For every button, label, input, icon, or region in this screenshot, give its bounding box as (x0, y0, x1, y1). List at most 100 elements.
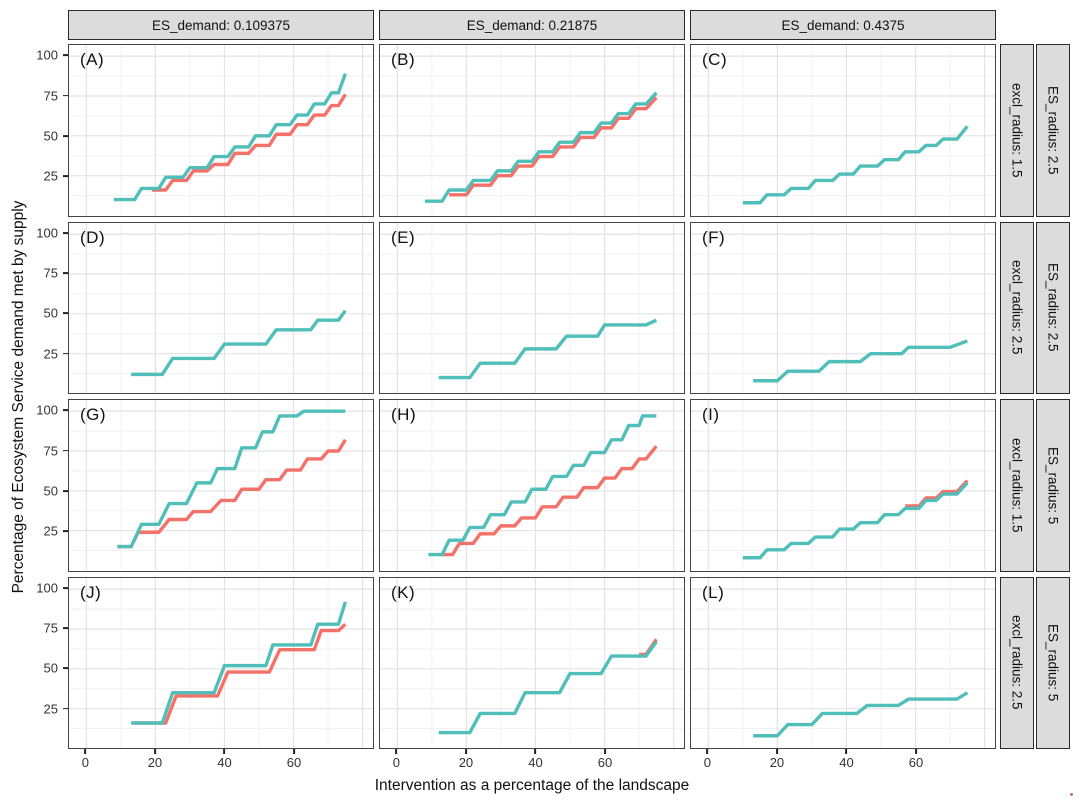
x-tick-mark (845, 749, 848, 754)
y-tick-mark (63, 707, 68, 710)
plot-area-E (380, 223, 684, 394)
series-teal-line (425, 93, 656, 201)
series-teal-line (117, 411, 345, 546)
facet-row-strip-2-outer: ES_radius: 2.5 (1036, 221, 1070, 394)
facet-col-strip-3: ES_demand: 0.4375 (690, 10, 996, 40)
x-tick-mark (465, 749, 467, 754)
panel-H: (H) (379, 399, 685, 572)
facet-row-strip-1-inner: excl_radius: 1.5 (1000, 44, 1034, 217)
x-tick-label: 20 (458, 755, 474, 770)
facet-row-strip-3-outer-label: ES_radius: 5 (1045, 446, 1061, 524)
y-tick-mark (63, 449, 68, 452)
y-tick-label: 50 (43, 483, 58, 499)
panel-label-B: (B) (391, 50, 416, 69)
series-teal-line (439, 641, 657, 732)
y-tick-mark (63, 352, 68, 355)
plot-area-J (69, 578, 373, 749)
y-tick-label: 25 (43, 168, 58, 184)
x-tick-mark (293, 749, 295, 754)
x-tick-label: 60 (908, 755, 924, 770)
y-tick-label: 75 (43, 443, 58, 459)
panel-K: (K) (379, 576, 685, 749)
panel-label-H: (H) (391, 405, 417, 424)
panel-B: (B) (379, 44, 685, 217)
series-teal-line (114, 74, 345, 200)
facet-row-strip-3-inner: excl_radius: 1.5 (1000, 399, 1034, 572)
panel-G: (G) (68, 399, 374, 572)
y-tick-mark (63, 586, 68, 589)
panel-label-G: (G) (80, 405, 107, 424)
y-tick-label: 50 (43, 128, 58, 144)
y-axis-ticks-row2: 100 75 50 25 (32, 222, 68, 395)
panel-label-J: (J) (80, 582, 102, 602)
x-tick-label: 0 (392, 755, 400, 770)
y-axis-label: Percentage of Ecosystem Service demand m… (10, 200, 27, 593)
y-tick-label: 75 (43, 620, 58, 636)
y-axis-ticks-row3: 100 75 50 25 (32, 399, 68, 572)
facet-row-strip-4-inner: excl_radius: 2.5 (1000, 576, 1034, 749)
series-red-line (135, 624, 346, 723)
y-tick-label: 75 (43, 265, 58, 281)
panel-D: (D) (68, 221, 374, 394)
y-tick-mark (63, 667, 68, 670)
panel-L: (L) (690, 576, 996, 749)
panel-label-D: (D) (80, 227, 106, 247)
plot-area-C (691, 45, 995, 216)
facet-row-strip-4-inner-label: excl_radius: 2.5 (1009, 615, 1025, 711)
series-teal-line (131, 601, 345, 722)
x-tick-mark (604, 749, 606, 754)
facet-row-strip-1-outer: ES_radius: 2.5 (1036, 44, 1070, 217)
panel-I: (I) (690, 399, 996, 572)
y-tick-mark (63, 530, 68, 533)
x-tick-mark (84, 749, 87, 754)
y-tick-label: 75 (43, 88, 58, 104)
x-tick-label: 20 (769, 755, 785, 770)
panel-label-C: (C) (702, 50, 728, 69)
panel-label-F: (F) (702, 227, 726, 247)
panel-label-A: (A) (80, 50, 105, 69)
x-tick-label: 40 (528, 755, 543, 770)
y-tick-mark (63, 489, 68, 492)
x-tick-label: 0 (703, 755, 711, 770)
y-tick-mark (63, 94, 68, 97)
panel-label-I: (I) (702, 405, 720, 424)
panel-E: (E) (379, 221, 685, 394)
x-tick-mark (915, 749, 917, 754)
x-axis-ticks-col3: 0 20 40 60 (690, 749, 996, 773)
facet-row-strip-1-inner-label: excl_radius: 1.5 (1009, 82, 1025, 178)
y-tick-label: 25 (43, 523, 58, 539)
y-tick-label: 25 (43, 346, 58, 362)
plot-area-F (691, 223, 995, 394)
plot-area-I (691, 400, 995, 571)
x-axis-ticks-col2: 0 20 40 60 (379, 749, 685, 773)
plot-area-B (380, 45, 684, 216)
facet-row-strip-2-outer-label: ES_radius: 2.5 (1045, 263, 1061, 353)
y-tick-label: 25 (43, 701, 58, 717)
facet-row-strip-3-outer: ES_radius: 5 (1036, 399, 1070, 572)
y-tick-label: 100 (36, 402, 58, 418)
x-tick-mark (706, 749, 709, 754)
series-teal-line (753, 340, 967, 380)
facet-col-strip-2-label: ES_demand: 0.21875 (466, 17, 598, 33)
plot-area-A (69, 45, 373, 216)
y-axis-label-container: Percentage of Ecosystem Service demand m… (6, 44, 32, 749)
series-red-line (449, 98, 656, 195)
facet-row-strip-2-inner-label: excl_radius: 2.5 (1009, 260, 1025, 356)
panel-A: (A) (68, 44, 374, 217)
x-tick-mark (534, 749, 537, 754)
series-red-line (152, 94, 345, 190)
artifact-dot (1070, 793, 1073, 796)
y-axis-ticks-row4: 100 75 50 25 (32, 577, 68, 750)
series-teal-line (439, 320, 657, 377)
facet-row-strip-4-outer: ES_radius: 5 (1036, 576, 1070, 749)
y-tick-mark (63, 272, 68, 274)
facet-row-strip-4-outer-label: ES_radius: 5 (1045, 624, 1061, 702)
y-tick-mark (63, 134, 68, 137)
facet-col-strip-2: ES_demand: 0.21875 (379, 10, 685, 40)
facet-col-strip-1: ES_demand: 0.109375 (68, 10, 374, 40)
series-red-line (439, 446, 657, 554)
y-tick-mark (63, 54, 68, 57)
x-tick-label: 40 (217, 755, 232, 770)
x-tick-label: 20 (147, 755, 163, 770)
